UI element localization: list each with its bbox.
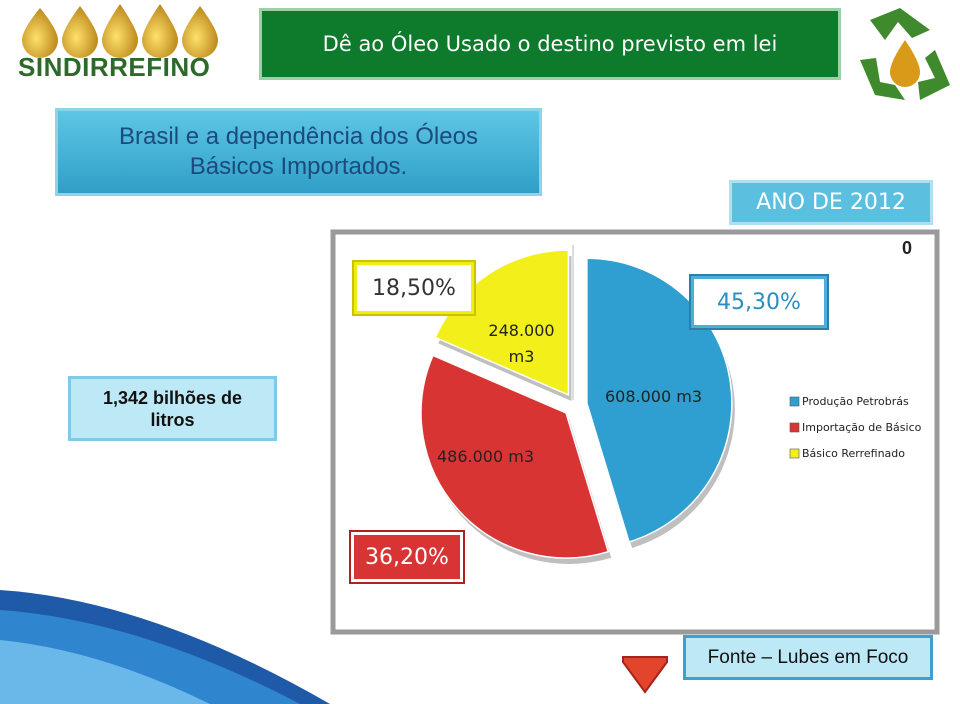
logo-drops — [22, 4, 218, 58]
slice — [434, 249, 570, 397]
legend-swatch — [789, 448, 800, 459]
year-label: ANO DE 2012 — [729, 180, 933, 225]
legend-label: Importação de Básico — [802, 421, 922, 434]
logo-text: SINDIRREFINO — [18, 52, 211, 82]
percent-label: 36,20% — [351, 532, 463, 582]
total-label: 1,342 bilhões de litros — [68, 376, 277, 441]
legend-swatch — [789, 396, 800, 407]
source: Fonte – Lubes em Foco — [683, 635, 933, 680]
recycle-icon — [860, 8, 950, 100]
corner-label: 0 — [902, 238, 913, 258]
slice — [420, 354, 610, 559]
legend-swatch — [789, 422, 800, 433]
subtitle: Brasil e a dependência dos Óleos Básicos… — [55, 108, 542, 196]
volume-label: 486.000 m3 — [437, 447, 535, 466]
percent-label: 18,50% — [354, 262, 474, 314]
legend-label: Básico Rerrefinado — [802, 447, 905, 460]
volume-label: 248.000 m3 — [488, 321, 555, 366]
percent-label: 45,30% — [691, 276, 827, 328]
legend-label: Produção Petrobrás — [802, 395, 909, 408]
down-arrow — [622, 656, 668, 694]
volume-label: 608.000 m3 — [605, 387, 703, 406]
header-title: Dê ao Óleo Usado o destino previsto em l… — [259, 8, 841, 80]
slice — [586, 257, 733, 543]
